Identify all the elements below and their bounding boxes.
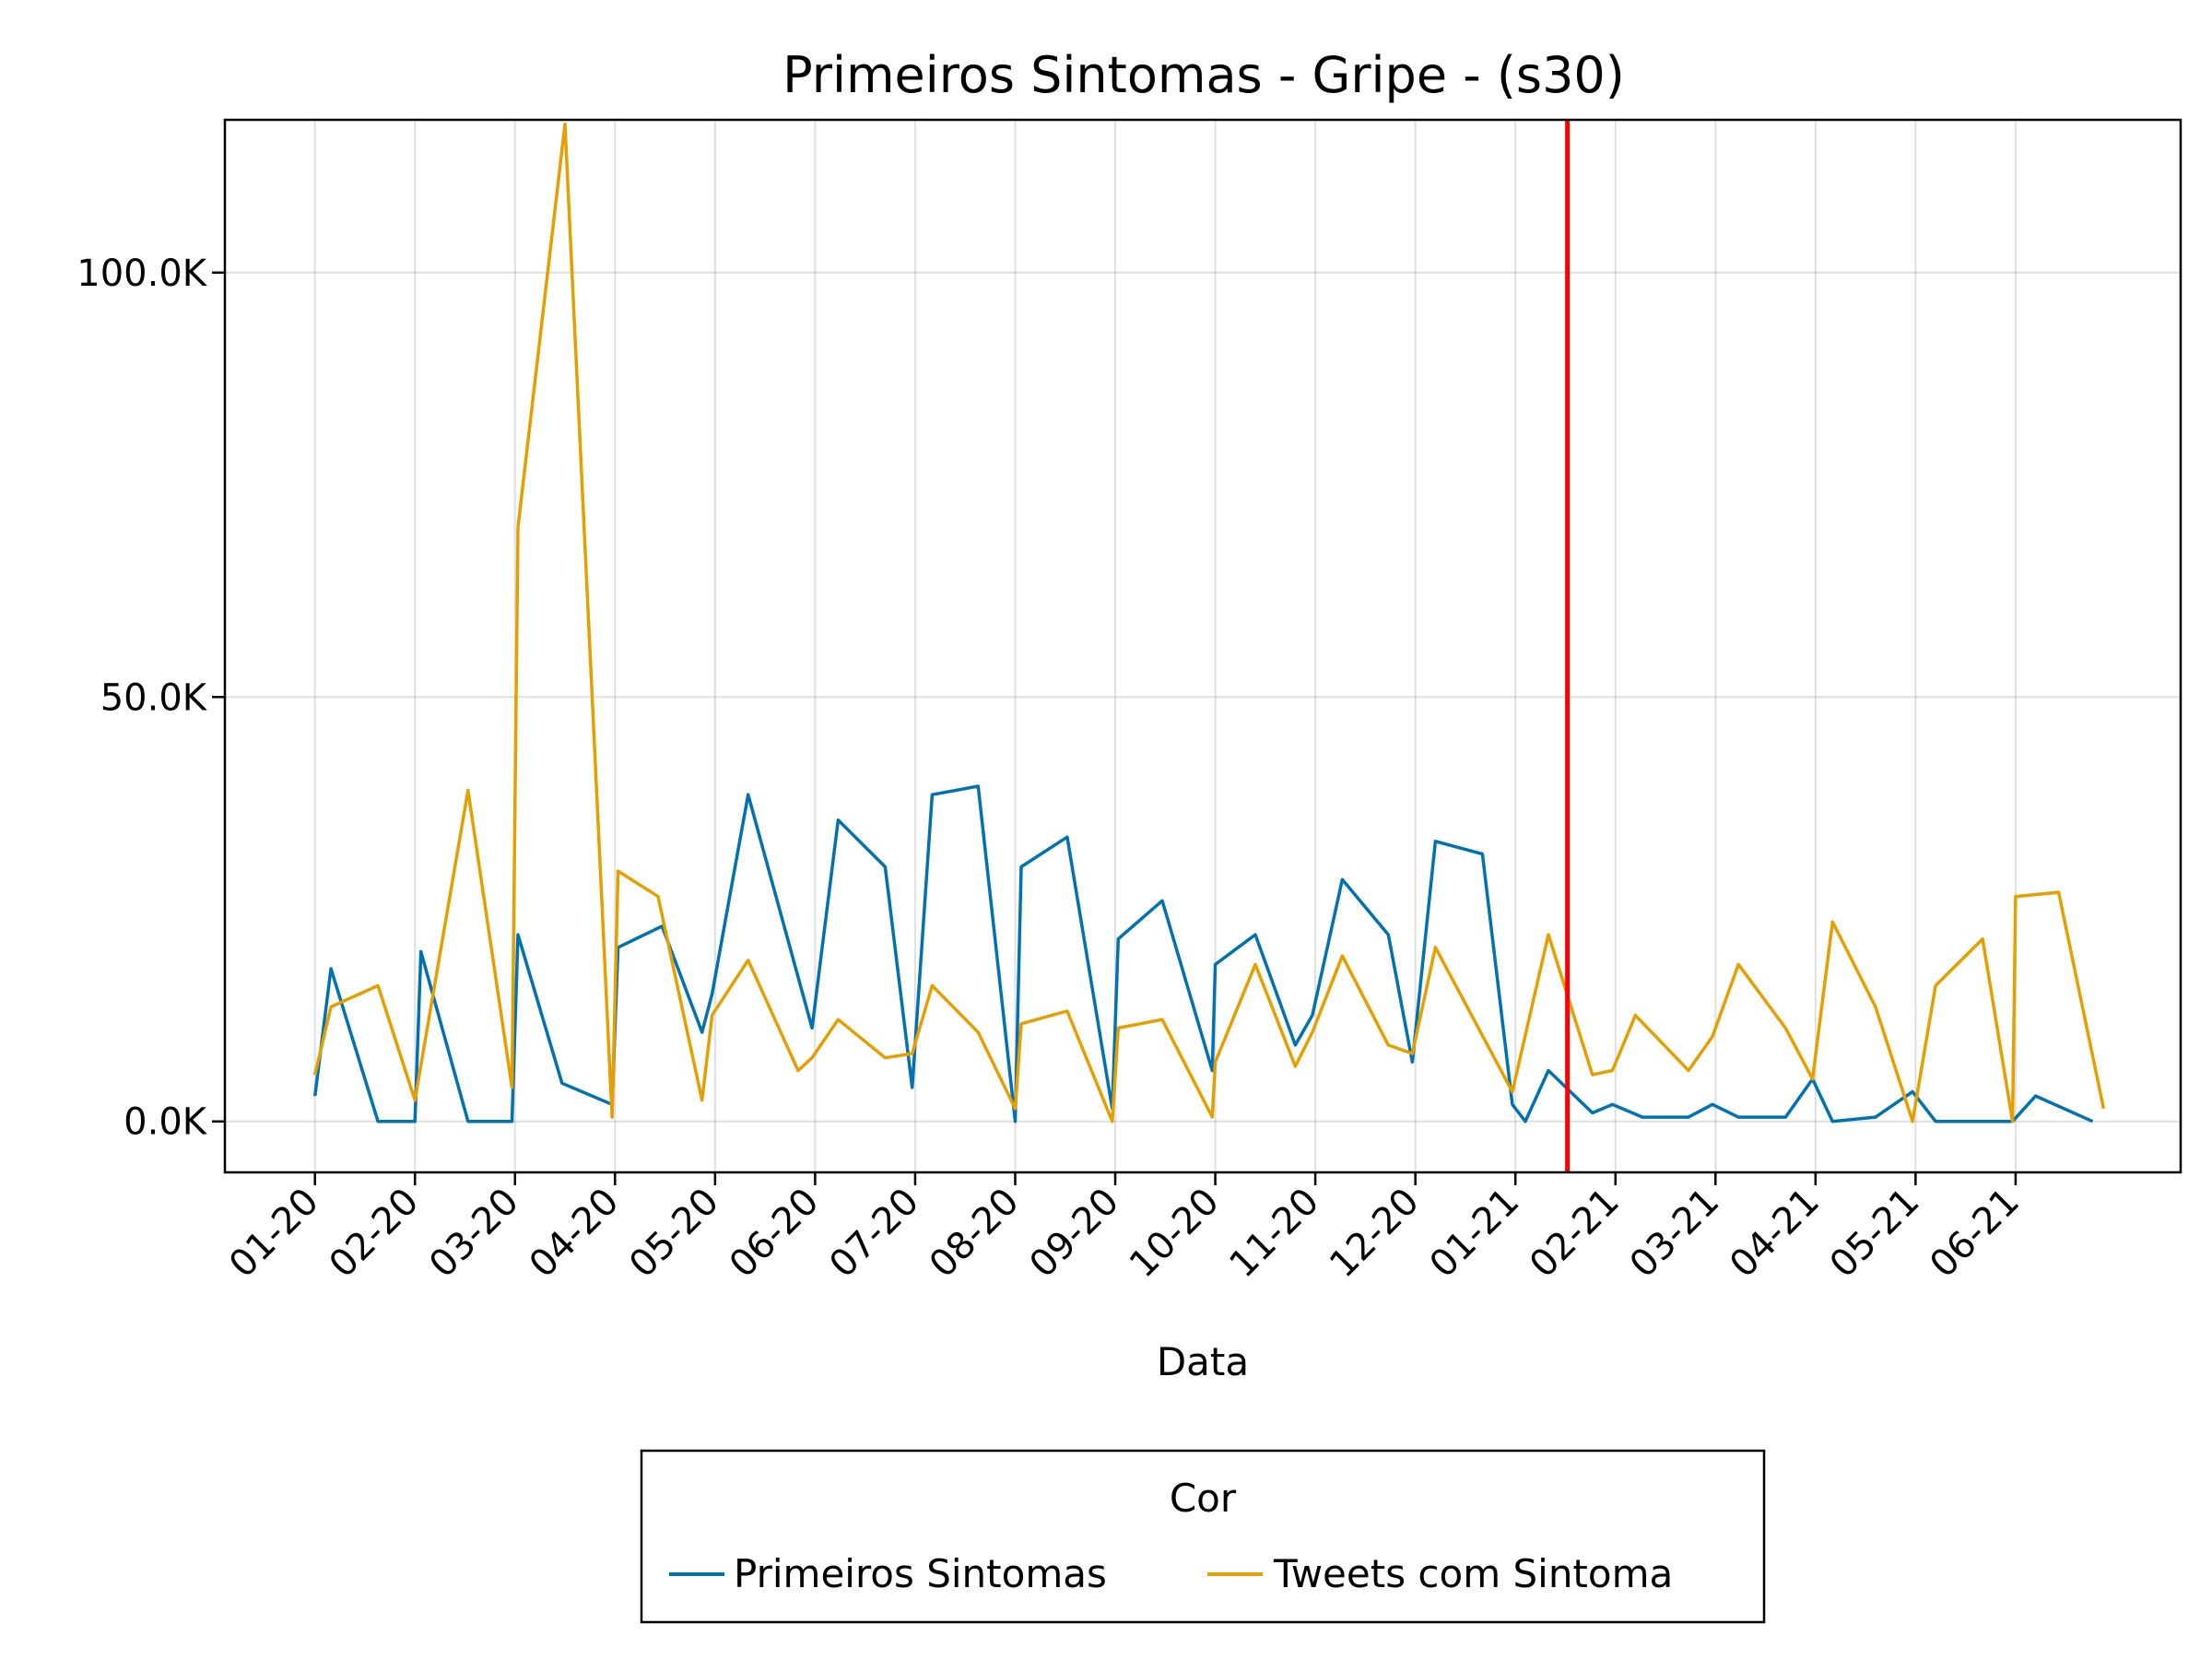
x-tick-label: 07-20	[821, 1181, 927, 1287]
legend-label-primeiros-sintomas: Primeiros Sintomas	[734, 1551, 1107, 1596]
x-tick-label: 02-20	[322, 1181, 428, 1287]
legend: Cor Primeiros Sintomas Tweets com Sintom…	[640, 1449, 1766, 1624]
legend-box	[640, 1449, 1766, 1624]
x-tick-label: 01-20	[221, 1181, 327, 1287]
legend-label-tweets-com-sintoma: Tweets com Sintoma	[1273, 1551, 1673, 1596]
x-tick-label: 06-20	[722, 1181, 828, 1287]
y-axis: 0.0K 50.0K 100.0K	[76, 253, 225, 1144]
chart-title: Primeiros Sintomas - Gripe - (s30)	[782, 46, 1625, 104]
x-tick-label: 05-21	[1822, 1181, 1928, 1287]
x-tick-label: 03-21	[1622, 1181, 1728, 1287]
x-tick-label: 03-20	[421, 1181, 527, 1287]
y-tick-label: 0.0K	[124, 1101, 208, 1144]
series-line-tweets-com-sintoma	[312, 122, 2106, 1124]
x-tick-label: 04-21	[1722, 1181, 1828, 1287]
x-tick-label: 05-20	[621, 1181, 727, 1287]
x-tick-label: 09-20	[1021, 1181, 1127, 1287]
y-tick-label: 50.0K	[100, 677, 208, 719]
legend-title: Cor	[1170, 1476, 1237, 1521]
x-tick-label: 11-20	[1221, 1181, 1327, 1287]
x-tick-label: 06-21	[1922, 1181, 2028, 1287]
grid-lines	[225, 120, 2181, 1172]
x-tick-label: 12-20	[1322, 1181, 1428, 1287]
y-tick-label: 100.0K	[76, 253, 208, 295]
x-tick-label: 01-21	[1422, 1181, 1528, 1287]
x-axis-label: Data	[1157, 1339, 1249, 1384]
x-tick-label: 04-20	[522, 1181, 628, 1287]
series-line-primeiros-sintomas	[312, 784, 2094, 1124]
series-layer	[312, 122, 2106, 1124]
x-tick-label: 10-20	[1122, 1181, 1228, 1287]
plot-frame	[223, 118, 2183, 1174]
x-tick-label: 08-20	[922, 1181, 1028, 1287]
x-tick-label: 02-21	[1522, 1181, 1628, 1287]
x-axis: 01-2002-2003-2004-2005-2006-2007-2008-20…	[221, 1172, 2028, 1286]
